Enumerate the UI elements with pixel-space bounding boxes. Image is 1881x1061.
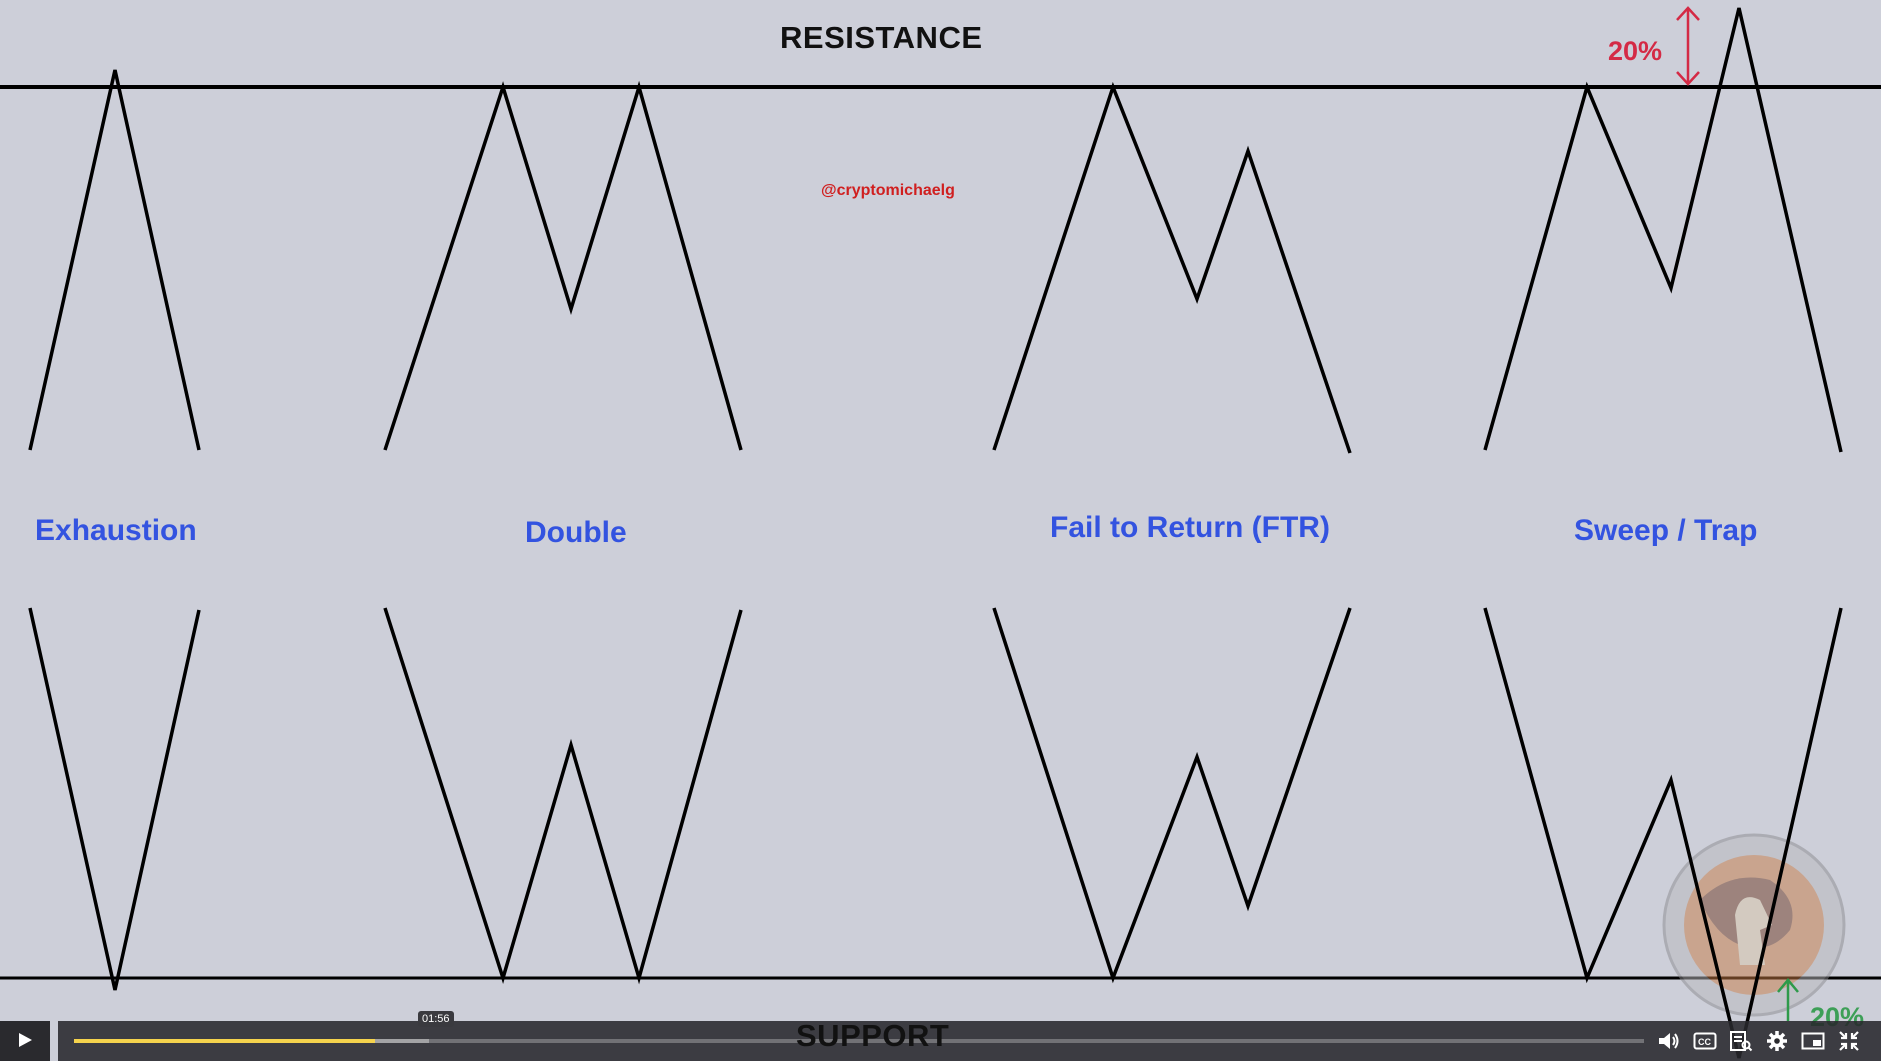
- exit-fullscreen-icon[interactable]: [1836, 1029, 1862, 1053]
- control-bar: CC: [58, 1021, 1881, 1061]
- double-top-pattern: [383, 80, 743, 451]
- play-icon: [16, 1031, 34, 1052]
- double-bottom-pattern: [383, 607, 743, 985]
- svg-text:CC: CC: [1698, 1037, 1711, 1047]
- pattern-label-double: Double: [525, 516, 627, 549]
- author-handle: @cryptomichaelg: [821, 182, 955, 199]
- current-time-tooltip: 01:56: [418, 1011, 454, 1027]
- closed-captions-icon[interactable]: CC: [1692, 1029, 1718, 1053]
- sweep-top-range-arrow: [1676, 6, 1700, 86]
- played-progress: [74, 1039, 376, 1043]
- exhaustion-top-pattern: [28, 69, 201, 451]
- ftr-top-pattern: [992, 81, 1352, 454]
- picture-in-picture-icon[interactable]: [1800, 1029, 1826, 1053]
- pattern-label-sweep-trap: Sweep / Trap: [1574, 514, 1758, 547]
- volume-icon[interactable]: [1656, 1029, 1682, 1053]
- support-label: SUPPORT: [796, 1018, 950, 1053]
- video-controls: CC: [0, 1021, 1881, 1061]
- resistance-label: RESISTANCE: [780, 20, 983, 55]
- progress-bar[interactable]: [74, 1039, 1644, 1043]
- pattern-label-ftr: Fail to Return (FTR): [1050, 511, 1330, 544]
- settings-gear-icon[interactable]: [1764, 1029, 1790, 1053]
- play-button[interactable]: [0, 1021, 50, 1061]
- ftr-bottom-pattern: [992, 607, 1352, 984]
- pattern-label-exhaustion: Exhaustion: [35, 514, 197, 547]
- exhaustion-bottom-pattern: [28, 607, 201, 991]
- channel-logo-watermark: [1662, 833, 1846, 1017]
- sweep-top-pattern: [1483, 7, 1843, 453]
- sweep-bottom-range-arrow: [1777, 978, 1799, 1021]
- transcript-icon[interactable]: [1728, 1029, 1754, 1053]
- sweep-top-percent: 20%: [1608, 36, 1663, 66]
- sweep-bottom-pattern: [1483, 607, 1843, 1059]
